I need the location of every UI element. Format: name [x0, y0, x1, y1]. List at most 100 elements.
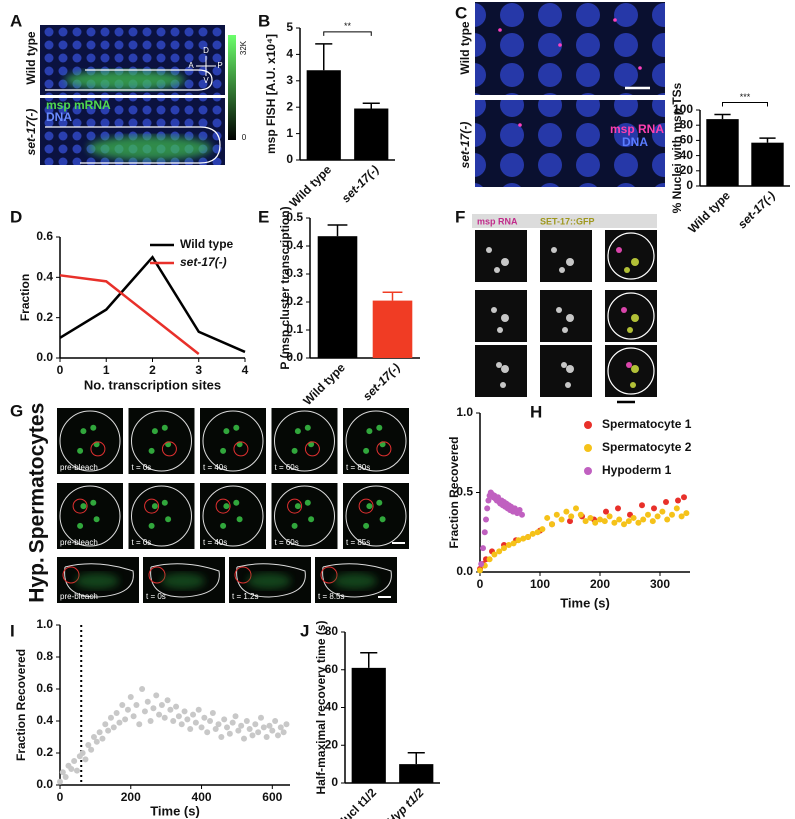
colorbar	[228, 35, 236, 140]
y-tick-label: 5	[286, 20, 293, 34]
point	[122, 716, 129, 723]
spot	[559, 267, 565, 273]
spot	[486, 247, 492, 253]
bar	[351, 667, 386, 783]
cell-outline	[607, 232, 655, 280]
point	[573, 505, 579, 512]
signal	[65, 70, 185, 90]
x-tick-label: Wild type	[300, 360, 348, 408]
point	[62, 774, 69, 780]
bleach-spot	[304, 441, 320, 457]
spot	[566, 258, 574, 266]
point	[630, 514, 637, 521]
spot	[621, 307, 627, 313]
panel-c: C Wild type set-17(-) msp RNA DNA	[455, 2, 665, 187]
legend-label: Spermatocyte 1	[602, 417, 692, 431]
y-tick-label: 0.0	[286, 350, 303, 364]
signal	[77, 447, 84, 454]
point	[246, 726, 253, 732]
cell-outline	[59, 485, 121, 547]
chart: E 0.0 0.1 0.2 0.3 0.4 0.5P (msp cluster transc…	[258, 206, 420, 408]
point	[558, 516, 565, 523]
y-tick-label: 0.8	[36, 649, 53, 663]
signal	[90, 499, 97, 506]
micrograph	[475, 230, 527, 282]
panel-letter: A	[10, 11, 22, 30]
signal	[379, 516, 386, 523]
y-axis-label: msp FISH [A.U. x10⁴]	[264, 34, 278, 154]
y-tick-label: 0.6	[36, 229, 53, 243]
point	[85, 742, 92, 748]
micrograph	[200, 408, 266, 474]
signal	[363, 447, 370, 454]
spot	[562, 327, 568, 333]
y-tick-label: 80	[680, 117, 694, 131]
point	[136, 721, 143, 728]
frame-label: t = 8.5s	[318, 592, 344, 601]
micrograph	[57, 408, 123, 474]
signal	[291, 447, 298, 454]
point	[484, 505, 491, 512]
y-tick-label: 80	[325, 624, 339, 638]
spot	[627, 327, 633, 333]
y-tick-label: 1	[286, 126, 293, 140]
y-tick-label: 0.0	[36, 350, 53, 364]
y-tick-label: 0.3	[286, 266, 303, 280]
point	[486, 556, 493, 563]
point	[544, 514, 551, 521]
signal	[363, 522, 370, 529]
point	[212, 726, 219, 732]
spot	[558, 43, 562, 47]
x-axis-label: Time (s)	[560, 595, 610, 610]
frame-label: t = 40s	[203, 463, 227, 472]
frame-label: t = 80s	[346, 463, 370, 472]
cell-outline	[607, 347, 655, 395]
point	[485, 497, 492, 504]
legend-swatch	[584, 444, 592, 452]
signal	[233, 499, 240, 506]
point	[675, 497, 681, 504]
point	[640, 516, 647, 523]
bleach-spot	[234, 566, 252, 584]
y-tick-label: 0	[331, 775, 338, 789]
point	[260, 724, 267, 731]
row-label: Spermatocytes	[26, 403, 49, 554]
y-tick-label: 0.1	[286, 322, 303, 336]
spot	[501, 314, 509, 322]
cell-outline	[59, 410, 121, 472]
bleach-spot	[148, 566, 166, 584]
spot	[566, 314, 574, 322]
point	[587, 514, 594, 521]
colorbar-min: 0	[242, 133, 247, 142]
micrograph	[605, 290, 657, 342]
point	[195, 706, 202, 713]
spot	[497, 327, 503, 333]
signal	[161, 573, 205, 589]
bar	[399, 764, 434, 783]
cell-outline	[322, 563, 392, 598]
signal	[291, 522, 298, 529]
y-tick-label: 20	[680, 163, 694, 177]
point	[102, 721, 109, 728]
signal	[366, 428, 373, 435]
point	[659, 508, 666, 515]
stain-label: msp mRNA	[46, 98, 111, 112]
x-tick-label: 200	[121, 790, 141, 804]
frame-label: t = 40s	[203, 538, 227, 547]
point	[496, 548, 503, 555]
signal	[333, 573, 377, 589]
point	[491, 551, 498, 558]
bleach-spot	[358, 498, 374, 514]
point	[272, 718, 279, 724]
bar	[354, 108, 389, 160]
y-tick-label: 40	[680, 148, 694, 162]
point	[563, 508, 570, 515]
y-tick-label: 1.0	[456, 405, 473, 419]
signal	[77, 522, 84, 529]
point	[669, 511, 675, 518]
frame-label: t = 60s	[275, 463, 299, 472]
point	[501, 545, 507, 552]
spot	[631, 365, 639, 373]
frame-label: t = 60s	[275, 538, 299, 547]
x-tick-label: Wild type	[287, 162, 335, 210]
